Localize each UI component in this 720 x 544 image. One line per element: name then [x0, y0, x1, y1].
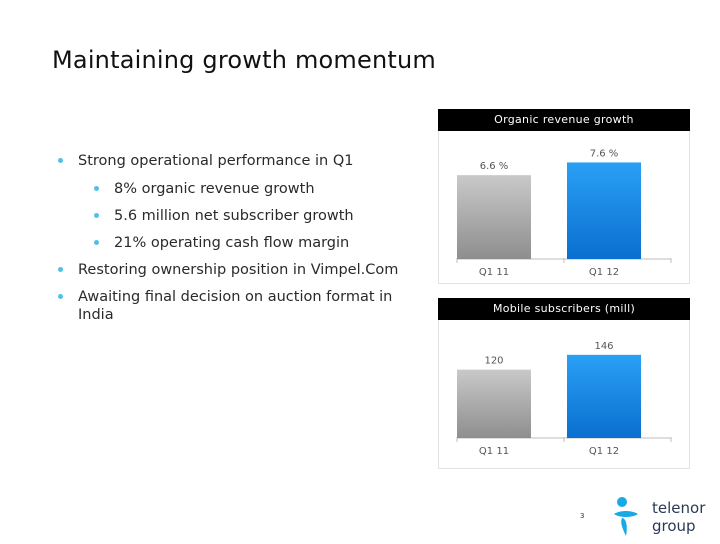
bullet-dot-icon — [58, 267, 63, 272]
data-label: 6.6 % — [480, 161, 509, 172]
chart-area: 120 Q1 11 146 Q1 12 — [438, 320, 690, 469]
bullet-dot-icon — [58, 294, 63, 299]
bullet-text: Restoring ownership position in Vimpel.C… — [78, 262, 399, 278]
category-label: Q1 12 — [589, 267, 619, 278]
sub-bullet-item: 5.6 million net subscriber growth — [94, 207, 444, 225]
chart-title: Mobile subscribers (mill) — [438, 298, 690, 320]
bullet-text: 5.6 million net subscriber growth — [114, 208, 354, 224]
data-label: 7.6 % — [590, 148, 619, 159]
bullet-item: Awaiting final decision on auction forma… — [58, 288, 418, 324]
category-label: Q1 11 — [479, 267, 509, 278]
logo-text-line2: group — [652, 517, 696, 535]
telenor-logo: telenor group — [612, 496, 712, 544]
bullet-dot-icon — [58, 158, 63, 163]
telenor-propeller-icon: telenor group — [614, 497, 706, 536]
bullet-dot-icon — [94, 186, 99, 191]
sub-bullet-item: 8% organic revenue growth — [94, 180, 444, 198]
bar-q1-12 — [567, 354, 641, 438]
revenue-chart: 6.6 % Q1 11 7.6 % Q1 12 — [456, 148, 672, 278]
data-label: 146 — [594, 341, 613, 352]
bullet-text: 21% operating cash flow margin — [114, 235, 350, 251]
chart-panel-revenue: Organic revenue growth 6.6 % Q1 11 7.6 % Q1… — [438, 109, 690, 284]
slide-title: Maintaining growth momentum — [52, 46, 436, 74]
chart-panel-subscribers: Mobile subscribers (mill) 120 Q1 11 146 Q1 … — [438, 298, 690, 469]
bullet-text: Strong operational performance in Q1 — [78, 153, 354, 169]
bullet-text: Awaiting final decision on auction forma… — [78, 289, 393, 323]
category-label: Q1 11 — [479, 446, 509, 457]
bullet-item: Restoring ownership position in Vimpel.C… — [58, 261, 438, 279]
chart-area: 6.6 % Q1 11 7.6 % Q1 12 — [438, 131, 690, 284]
data-label: 120 — [484, 356, 503, 367]
chart-title: Organic revenue growth — [438, 109, 690, 131]
bar-q1-12 — [567, 162, 641, 259]
bullet-text: 8% organic revenue growth — [114, 181, 315, 197]
bullet-item: Strong operational performance in Q1 — [58, 152, 438, 170]
bar-q1-11 — [457, 369, 531, 438]
subscribers-chart: 120 Q1 11 146 Q1 12 — [456, 341, 672, 457]
bar-q1-11 — [457, 175, 531, 259]
category-label: Q1 12 — [589, 446, 619, 457]
bullet-dot-icon — [94, 240, 99, 245]
bullet-dot-icon — [94, 213, 99, 218]
logo-text-line1: telenor — [652, 499, 706, 517]
sub-bullet-item: 21% operating cash flow margin — [94, 234, 444, 252]
page-number: 3 — [580, 512, 585, 520]
